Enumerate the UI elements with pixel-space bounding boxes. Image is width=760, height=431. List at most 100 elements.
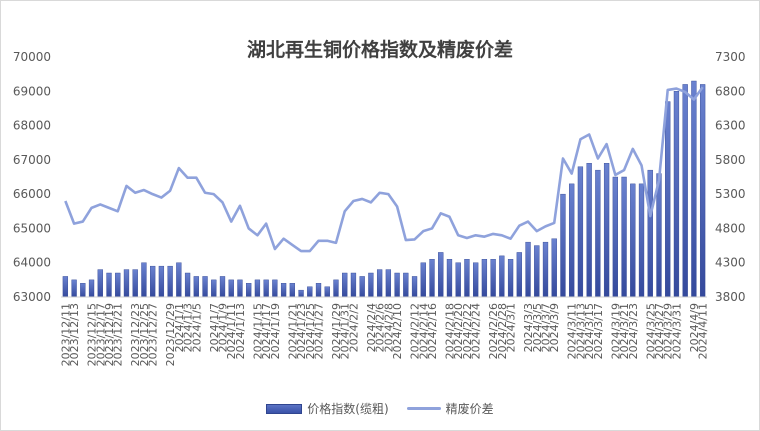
x-tick-label: 2024/1/23 [295,303,308,359]
bar-price-index [123,269,130,298]
bar-price-index [699,84,706,298]
legend-line-label: 精废价差 [445,402,494,416]
bar-price-index [88,279,95,298]
x-tick-label: 2024/2/24 [470,303,483,359]
bar-price-index [368,272,374,298]
legend-item-bar: 价格指数(缆粗) [266,400,389,417]
bar-price-index [490,259,496,298]
bar-price-index [455,262,461,298]
x-tick-label: 2024/4/11 [697,303,710,359]
bar-price-index [551,238,557,298]
x-tick-label: 2023/12/13 [68,303,81,366]
x-tick-label: 2024/1/15 [251,303,264,359]
x-tick-label: 2024/3/3 [522,303,535,352]
x-tick-label: 2024/2/6 [374,303,387,352]
bar-price-index [307,286,313,298]
bar-price-index [525,241,531,298]
bar-price-index [254,279,261,298]
legend-bar-label: 价格指数(缆粗) [307,402,389,416]
x-tick-label: 2024/3/1 [505,303,518,352]
bar-price-index [595,169,601,298]
x-tick-label: 2023/12/23 [129,303,142,366]
x-tick-label: 2024/2/14 [417,303,430,359]
bar-price-index [560,193,566,298]
x-tick-label: 2024/3/31 [670,303,683,359]
x-tick-label: 2024/1/13 [234,303,247,359]
bar-price-index [394,272,400,298]
y-right-tick-label: 3800 [715,290,746,304]
bar-price-index [612,176,618,298]
bar-price-index [507,259,514,298]
x-tick-label: 2024/3/19 [609,303,622,359]
bar-price-index [385,269,392,298]
x-tick-label: 2024/1/9 [217,303,230,352]
bar-price-index [202,276,208,298]
bar-price-index [420,262,426,298]
y-left-tick-label: 65000 [13,221,51,235]
bar-price-index [80,283,86,298]
x-tick-label: 2024/3/17 [592,303,605,359]
legend-bar-swatch [266,403,303,414]
bar-price-index [630,183,636,298]
bar-price-index [289,283,295,298]
x-tick-label: 2024/2/28 [496,303,509,359]
x-tick-label: 2024/1/25 [304,303,317,359]
bar-price-index [350,272,357,298]
bar-price-index [176,262,182,298]
y-right-tick-label: 7300 [715,50,746,64]
y-left-tick-label: 67000 [13,153,51,167]
x-tick-label: 2024/1/29 [330,303,343,359]
y-right-tick-label: 6800 [715,84,746,98]
y-right-tick-label: 4300 [715,256,746,270]
bar-price-index [342,272,348,298]
x-tick-label: 2024/3/29 [662,303,675,359]
x-tick-label: 2024/2/26 [487,303,500,359]
bar-price-index [569,183,575,298]
x-tick-label: 2024/1/5 [190,303,203,352]
x-tick-label: 2024/3/23 [627,303,640,359]
bar-price-index [429,259,435,298]
bar-price-index [682,84,688,298]
x-tick-label: 2024/3/21 [618,303,631,359]
bar-price-index [665,101,671,298]
legend: 价格指数(缆粗) 精废价差 [1,400,759,417]
bar-price-index [315,283,322,298]
x-tick-label: 2024/1/1 [173,303,186,352]
bar-price-index [141,262,147,298]
y-left-tick-label: 64000 [13,256,51,270]
x-tick-label: 2024/2/20 [452,303,465,359]
x-tick-label: 2024/2/2 [347,303,360,352]
x-tick-label: 2024/1/11 [225,303,238,359]
x-tick-label: 2024/1/21 [286,303,299,359]
x-tick-label: 2024/2/16 [426,303,439,359]
legend-line-swatch [406,407,441,410]
y-right-tick-label: 5800 [715,153,746,167]
bar-price-index [333,279,339,298]
x-tick-label: 2024/3/25 [644,303,657,359]
bar-price-index [132,269,138,298]
x-tick-label: 2024/3/9 [548,303,561,352]
bar-price-index [499,255,505,298]
chart-title: 湖北再生铜价格指数及精废价差 [246,39,513,61]
x-tick-label: 2024/2/8 [382,303,395,352]
bar-price-index [438,252,444,298]
bar-price-index [446,259,453,298]
bar-price-index [324,286,330,298]
chart-plot: 63000 64000 65000 66000 67000 68000 69000 70000… [13,50,746,366]
y-left-tick-label: 69000 [13,84,51,98]
x-tick-label: 2023/12/21 [112,303,125,366]
bar-price-index [237,279,243,298]
x-tick-label: 2024/2/12 [409,303,422,359]
bar-price-index [71,279,77,298]
y-left-tick-label: 68000 [13,119,51,133]
x-tick-label: 2023/12/25 [138,303,151,366]
bar-price-index [150,265,156,298]
bar-price-index [621,176,627,298]
x-tick-label: 2023/12/19 [103,303,116,366]
bar-price-index [62,276,69,298]
y-left-tick-label: 66000 [13,187,51,201]
bar-price-index [473,262,479,298]
y-right-tick-label: 6300 [715,119,746,133]
bar-price-index [603,163,610,298]
